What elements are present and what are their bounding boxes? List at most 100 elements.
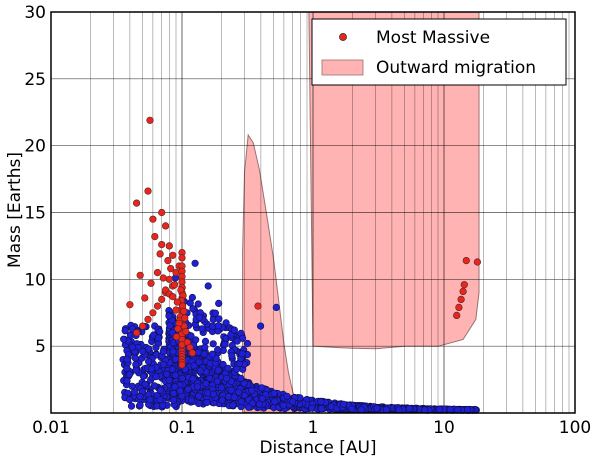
most-massive-point <box>126 301 134 309</box>
population-point <box>190 362 198 370</box>
population-point <box>235 388 243 396</box>
population-point <box>125 371 133 379</box>
x-tick-label: 1 <box>308 418 319 438</box>
population-point <box>279 401 288 410</box>
ticks: 0.01 0.1 1 10 100 5 10 15 20 25 30 <box>24 3 591 438</box>
population-point <box>189 375 197 383</box>
population-point <box>171 383 179 391</box>
population-point <box>195 358 203 366</box>
population-point <box>228 352 236 360</box>
population-point <box>130 388 138 396</box>
population-point <box>150 382 159 390</box>
population-point <box>154 334 162 342</box>
population-point <box>240 379 248 388</box>
y-tick-label: 10 <box>24 270 46 290</box>
population-point <box>405 404 413 413</box>
population-point <box>159 361 167 369</box>
population-point <box>219 360 227 369</box>
population-point <box>233 365 241 373</box>
most-massive-point <box>173 333 181 341</box>
most-massive-point <box>165 275 173 283</box>
most-massive-point <box>139 322 147 330</box>
most-massive-point <box>164 257 172 265</box>
population-point <box>308 404 316 412</box>
population-point <box>172 355 180 363</box>
population-point <box>156 328 164 336</box>
most-massive-point <box>149 309 157 317</box>
most-massive-point <box>153 302 162 310</box>
population-point <box>214 366 223 374</box>
y-tick-label: 15 <box>24 204 46 224</box>
population-point <box>203 398 211 407</box>
x-tick-label: 100 <box>559 418 591 438</box>
most-massive-point <box>169 293 177 301</box>
most-massive-point <box>459 287 467 296</box>
population-point <box>127 402 136 410</box>
population-point <box>357 406 366 414</box>
most-massive-point <box>188 349 196 357</box>
population-point <box>141 380 149 388</box>
population-point <box>152 373 160 381</box>
most-massive-point <box>133 329 141 337</box>
population-point <box>218 396 226 404</box>
population-point <box>229 401 237 409</box>
most-massive-point <box>133 199 141 207</box>
population-point <box>272 303 280 312</box>
population-point <box>157 386 165 394</box>
population-point <box>348 405 356 413</box>
most-massive-point <box>162 222 170 230</box>
population-point <box>170 396 178 404</box>
population-point <box>170 389 178 398</box>
population-point <box>227 386 235 394</box>
population-point <box>382 406 391 414</box>
population-point <box>237 398 246 406</box>
migration-region-0 <box>242 133 306 413</box>
most-massive-point <box>178 361 186 369</box>
y-tick-label: 20 <box>24 137 46 157</box>
population-point <box>245 403 253 411</box>
population-point <box>421 406 429 414</box>
population-point <box>171 371 179 379</box>
population-point <box>464 406 472 414</box>
most-massive-point <box>181 314 189 322</box>
population-point <box>215 299 223 308</box>
legend: Most Massive Outward migration <box>311 18 567 86</box>
y-tick-label: 30 <box>24 3 46 23</box>
population-point <box>131 354 139 362</box>
population-point <box>121 327 129 335</box>
population-point <box>195 313 204 322</box>
population-point <box>169 348 177 356</box>
population-point <box>123 355 131 363</box>
population-point <box>238 350 246 358</box>
most-massive-point <box>178 254 186 262</box>
most-massive-point <box>460 281 468 289</box>
most-massive-point <box>141 294 149 302</box>
population-point <box>188 293 196 302</box>
most-massive-point <box>473 258 482 266</box>
most-massive-point <box>457 295 465 304</box>
population-point <box>221 340 229 349</box>
population-point <box>128 343 137 351</box>
population-point <box>258 394 267 403</box>
population-point <box>204 282 212 290</box>
population-point <box>148 365 156 373</box>
population-point <box>189 305 197 313</box>
population-point <box>136 392 144 401</box>
population-point <box>159 348 167 356</box>
population-point <box>257 322 265 330</box>
population-point <box>213 377 221 386</box>
population-point <box>233 337 241 345</box>
population-point <box>202 379 210 388</box>
x-tick-label: 10 <box>433 418 455 438</box>
most-massive-point <box>153 269 162 277</box>
most-massive-point <box>136 271 144 279</box>
population-point <box>446 405 454 414</box>
population-point <box>184 385 192 393</box>
population-point <box>209 390 218 398</box>
y-tick-label: 25 <box>24 70 46 90</box>
legend-marker-most-massive <box>339 33 347 41</box>
population-point <box>139 372 147 380</box>
population-point <box>120 335 128 343</box>
population-point <box>168 365 177 374</box>
